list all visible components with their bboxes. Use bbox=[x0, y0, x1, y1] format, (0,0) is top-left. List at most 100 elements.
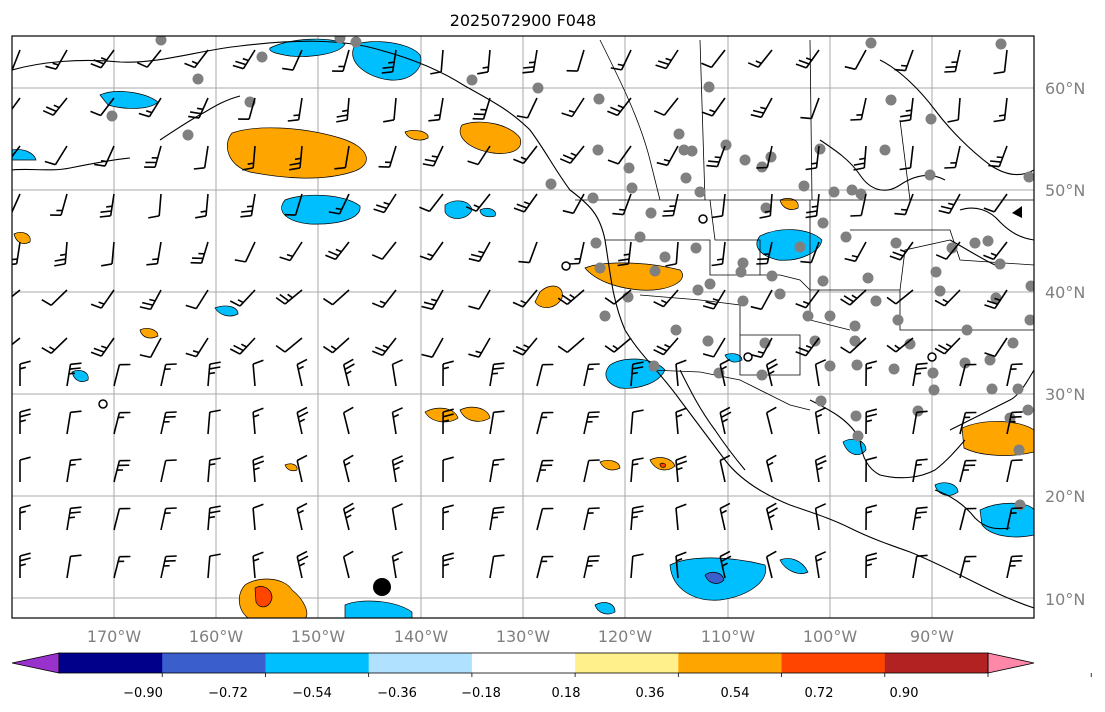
station-marker bbox=[702, 335, 714, 347]
lat-label: 10°N bbox=[1045, 590, 1085, 609]
station-marker bbox=[735, 266, 747, 278]
wind-barb bbox=[342, 454, 354, 483]
wind-barb bbox=[513, 193, 538, 213]
wind-barb bbox=[489, 458, 505, 483]
wind-barb bbox=[279, 241, 303, 262]
wind-barb bbox=[19, 408, 31, 434]
wind-barb bbox=[656, 145, 679, 167]
lon-label: 150°W bbox=[291, 627, 346, 646]
wind-barb bbox=[342, 502, 355, 531]
wind-barb bbox=[604, 337, 632, 353]
wind-barb bbox=[342, 358, 355, 387]
wind-barb bbox=[373, 193, 397, 214]
station-marker bbox=[946, 242, 958, 254]
wind-barb bbox=[284, 193, 303, 216]
wind-barb bbox=[378, 145, 397, 168]
wind-barb bbox=[675, 407, 687, 435]
wind-barb bbox=[136, 49, 162, 68]
wind-barb bbox=[630, 505, 644, 531]
station-marker bbox=[659, 251, 671, 263]
colorbar-segment bbox=[884, 653, 989, 673]
wind-barb bbox=[66, 458, 82, 483]
wind-barb bbox=[19, 552, 31, 578]
wind-barb bbox=[814, 551, 827, 579]
colorbar-tick-label: 0.72 bbox=[805, 686, 834, 701]
wind-barb bbox=[391, 407, 403, 435]
wind-barb bbox=[139, 337, 162, 359]
wind-barb bbox=[795, 337, 820, 357]
wind-barb bbox=[66, 506, 82, 531]
wind-barb bbox=[765, 406, 777, 435]
wind-barb bbox=[148, 193, 162, 219]
station-marker bbox=[817, 275, 829, 287]
wind-barb bbox=[229, 337, 256, 355]
wind-barb bbox=[536, 411, 554, 435]
colorbar-tick-label: 0.18 bbox=[552, 686, 581, 701]
wind-barb bbox=[516, 97, 538, 119]
wind-barb bbox=[653, 337, 679, 356]
wind-barb bbox=[702, 337, 726, 358]
wind-barb bbox=[536, 459, 554, 483]
wind-barb bbox=[756, 241, 773, 265]
wind-barb bbox=[391, 551, 403, 579]
wind-barb bbox=[865, 456, 878, 483]
wind-barb bbox=[630, 553, 644, 579]
station-marker bbox=[626, 182, 638, 194]
wind-barb bbox=[12, 289, 21, 298]
wind-barb bbox=[442, 456, 454, 483]
station-marker bbox=[739, 154, 751, 166]
station-marker bbox=[648, 360, 660, 372]
station-marker bbox=[1024, 314, 1034, 326]
station-marker bbox=[774, 288, 786, 300]
station-marker bbox=[888, 363, 900, 375]
lon-label: 140°W bbox=[394, 627, 449, 646]
station-marker bbox=[961, 324, 973, 336]
wind-barb bbox=[422, 145, 444, 167]
wind-barb bbox=[1006, 507, 1023, 531]
wind-barb bbox=[12, 97, 21, 111]
lon-label: 130°W bbox=[496, 627, 551, 646]
wind-barb bbox=[41, 337, 68, 354]
wind-barb bbox=[844, 241, 867, 263]
station-marker bbox=[849, 320, 861, 332]
wind-barb bbox=[1006, 459, 1023, 483]
wind-barb bbox=[240, 193, 256, 218]
wind-barb bbox=[90, 49, 115, 69]
wind-barb bbox=[583, 555, 600, 579]
wind-barb bbox=[701, 49, 726, 69]
station-marker bbox=[828, 186, 840, 198]
station-marker bbox=[851, 359, 863, 371]
wind-barb bbox=[185, 337, 209, 358]
wind-barb bbox=[702, 289, 726, 310]
station-marker bbox=[334, 36, 346, 44]
colorbar-segment bbox=[162, 653, 266, 673]
wind-barb bbox=[229, 289, 256, 307]
wind-barb bbox=[984, 337, 1008, 358]
wind-barb bbox=[899, 145, 914, 171]
wind-barb bbox=[275, 337, 303, 353]
station-marker bbox=[850, 410, 862, 422]
wind-barb bbox=[207, 361, 221, 387]
wind-barb bbox=[19, 456, 31, 482]
wind-barb bbox=[805, 145, 820, 171]
station-marker bbox=[766, 270, 778, 282]
wind-barb bbox=[630, 409, 644, 435]
wind-barb bbox=[765, 502, 778, 531]
station-marker bbox=[846, 184, 858, 196]
wind-barb bbox=[711, 241, 726, 267]
station-marker bbox=[599, 310, 611, 322]
wind-barb bbox=[840, 289, 867, 306]
station-marker bbox=[1013, 444, 1025, 456]
wind-barb bbox=[332, 49, 350, 72]
station-marker bbox=[1022, 404, 1034, 416]
station-marker bbox=[680, 172, 692, 184]
station-marker bbox=[690, 242, 702, 254]
lat-axis-labels: 60°N 50°N 40°N 30°N 20°N 10°N bbox=[1045, 79, 1085, 609]
wind-barb bbox=[113, 555, 131, 579]
wind-barb bbox=[719, 358, 731, 387]
wind-barb bbox=[865, 504, 878, 531]
wind-barb bbox=[612, 193, 632, 216]
wind-barb bbox=[12, 145, 21, 158]
colorbar-outline bbox=[58, 652, 989, 674]
wind-barb bbox=[160, 507, 177, 531]
